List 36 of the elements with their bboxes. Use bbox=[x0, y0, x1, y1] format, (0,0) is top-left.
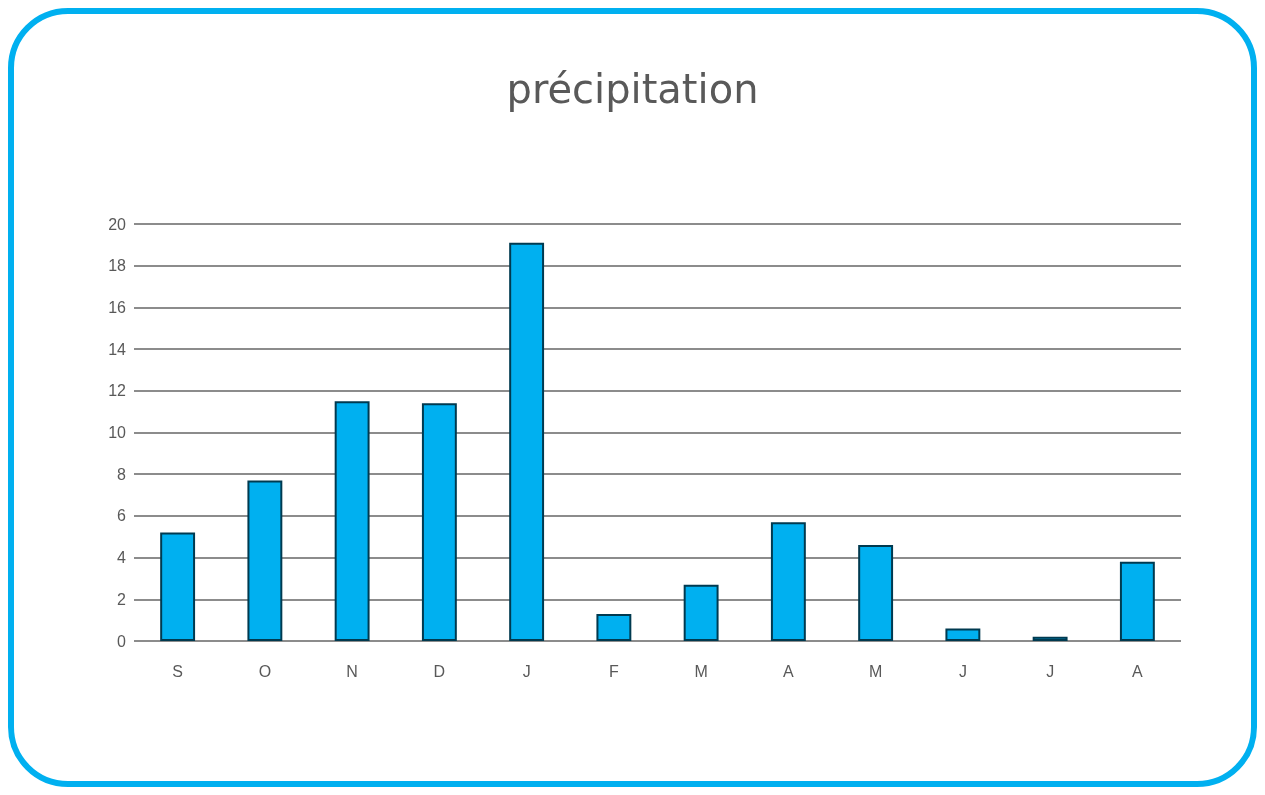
bar bbox=[683, 584, 719, 641]
y-tick-label: 8 bbox=[117, 465, 127, 483]
x-tick-label: A bbox=[1132, 662, 1144, 680]
y-tick-label: 0 bbox=[117, 632, 127, 650]
x-tick-label: J bbox=[1046, 662, 1055, 680]
x-tick-label: D bbox=[433, 662, 446, 680]
y-tick-label: 4 bbox=[117, 549, 127, 567]
y-tick-label: 16 bbox=[108, 298, 127, 316]
x-tick-label: J bbox=[522, 662, 531, 680]
y-tick-label: 10 bbox=[108, 424, 127, 441]
x-tick-label: O bbox=[258, 662, 272, 680]
y-tick-label: 20 bbox=[108, 215, 127, 233]
y-tick-label: 6 bbox=[117, 507, 127, 525]
x-tick-label: M bbox=[868, 662, 883, 680]
y-tick-label: 18 bbox=[108, 257, 127, 275]
x-tick-label: N bbox=[346, 662, 358, 680]
bar bbox=[1032, 636, 1068, 641]
bar bbox=[334, 401, 370, 641]
bar bbox=[160, 532, 196, 641]
bar bbox=[509, 242, 545, 641]
bar bbox=[1119, 561, 1155, 641]
x-tick-label: F bbox=[608, 662, 619, 680]
bar bbox=[770, 522, 806, 641]
chart-title: précipitation bbox=[506, 66, 759, 112]
bar bbox=[247, 480, 283, 641]
y-tick-label: 14 bbox=[108, 340, 127, 358]
bar bbox=[945, 628, 981, 641]
x-tick-label: A bbox=[783, 662, 795, 680]
x-tick-label: M bbox=[694, 662, 708, 680]
y-tick-label: 2 bbox=[117, 590, 127, 608]
y-tick-label: 12 bbox=[108, 382, 127, 400]
x-tick-label: S bbox=[172, 662, 183, 680]
bar bbox=[421, 403, 457, 641]
x-tick-label: J bbox=[958, 662, 967, 680]
bar bbox=[858, 545, 894, 641]
bar bbox=[596, 613, 632, 641]
